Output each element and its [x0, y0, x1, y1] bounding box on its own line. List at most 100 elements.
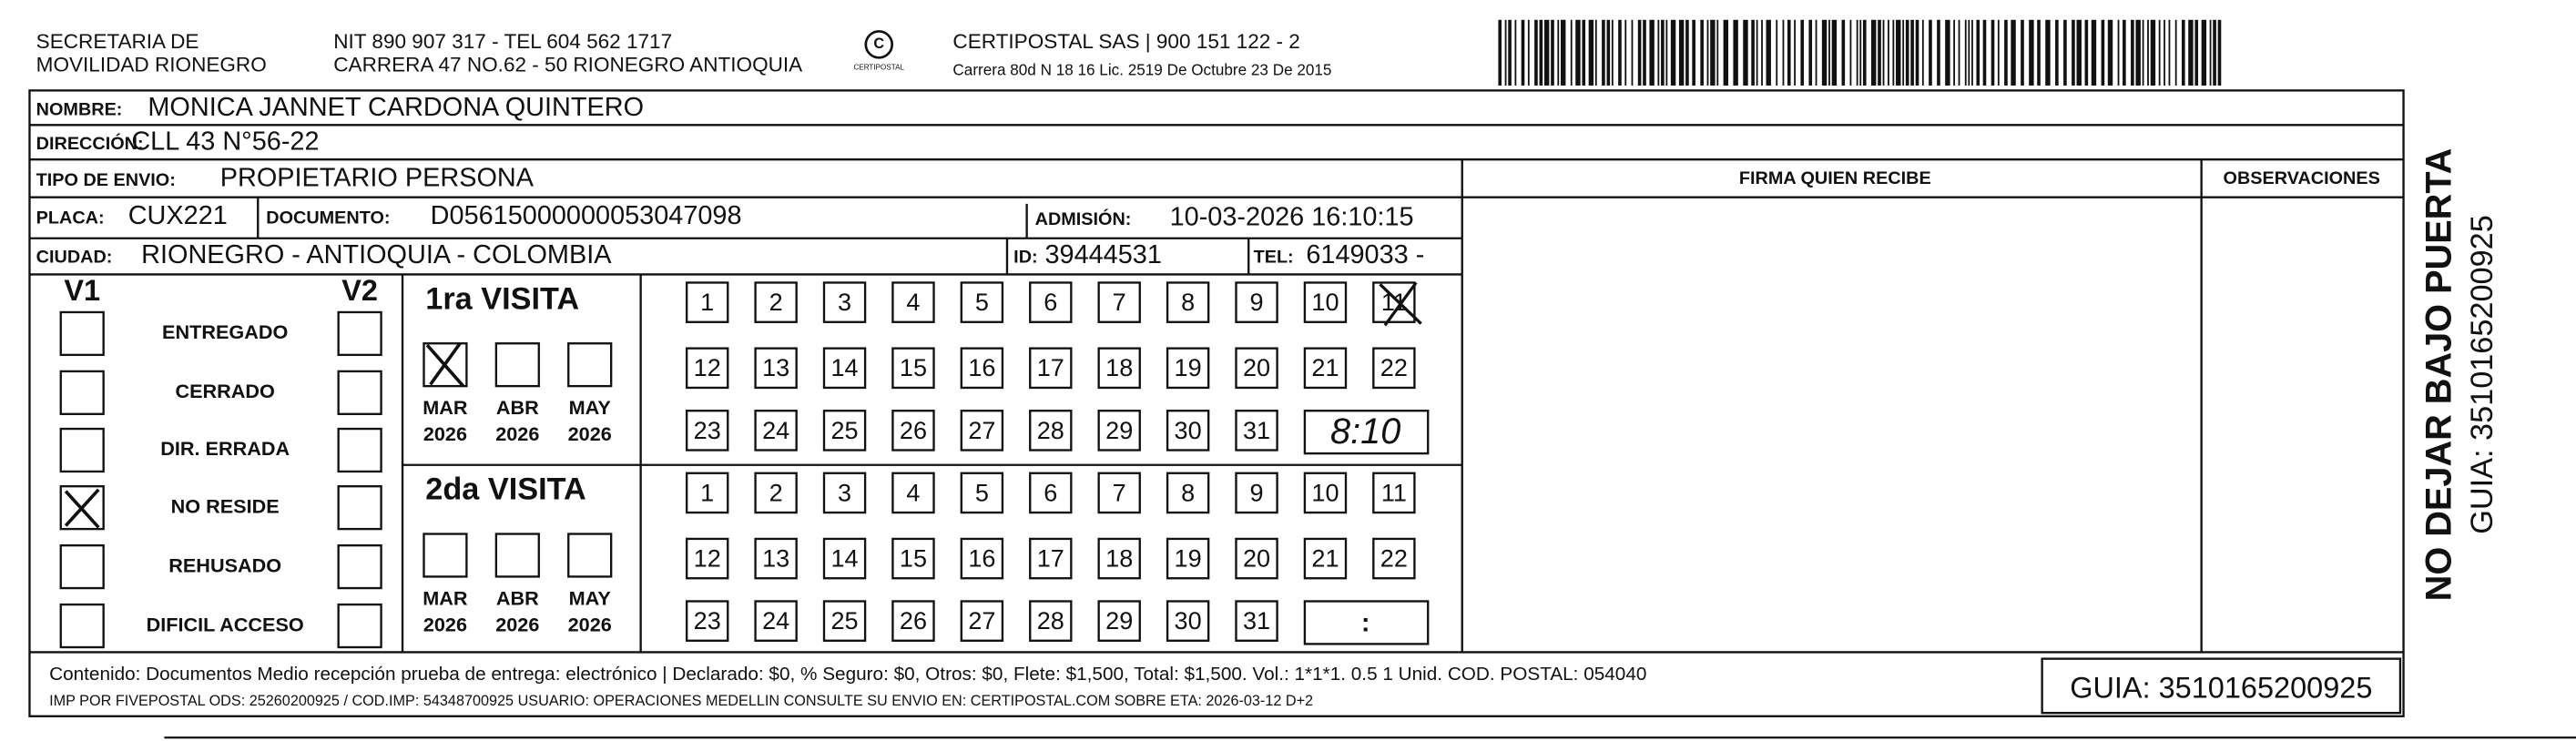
day-number: 22	[1380, 545, 1408, 573]
barcode-bar	[1896, 19, 1901, 86]
field-value: 10-03-2026 16:10:15	[1170, 203, 1414, 232]
day-box	[685, 600, 729, 642]
barcode-bar	[1643, 19, 1646, 86]
day-box	[891, 600, 935, 642]
day-number: 12	[694, 354, 721, 381]
barcode-bar	[2011, 19, 2016, 86]
barcode-bar	[2101, 19, 2105, 86]
day-box	[960, 410, 1004, 452]
v2-checkbox	[337, 427, 382, 473]
day-number: 5	[975, 479, 989, 506]
field-value: MONICA JANNET CARDONA QUINTERO	[148, 93, 644, 122]
day-number: 26	[900, 417, 927, 444]
day-box	[1097, 410, 1141, 452]
v2-checkbox	[337, 603, 382, 649]
day-number: 1	[700, 479, 714, 506]
barcode-bar	[1794, 19, 1797, 86]
day-box	[1097, 281, 1141, 323]
day-number: 28	[1037, 607, 1064, 634]
barcode-bar	[2194, 19, 2199, 86]
barcode-bar	[1661, 19, 1665, 86]
barcode-bar	[1543, 19, 1550, 86]
barcode-bar	[1514, 19, 1517, 86]
v1-checkbox	[59, 370, 105, 415]
barcode-bar	[2091, 19, 2097, 86]
barcode-bar	[1751, 19, 1755, 86]
day-number: 18	[1105, 354, 1133, 381]
day-number: 7	[1113, 479, 1126, 506]
barcode-bar	[1611, 19, 1614, 86]
frame	[28, 89, 2576, 739]
status-label: ENTREGADO	[162, 320, 288, 343]
day-number: 29	[1105, 607, 1133, 634]
issuer-line: MOVILIDAD RIONEGRO	[36, 53, 267, 76]
barcode-bar	[1551, 19, 1554, 86]
day-box	[960, 347, 1004, 390]
barcode-bar	[1856, 19, 1858, 86]
day-box	[1029, 410, 1073, 452]
barcode-bar	[1971, 19, 1973, 86]
day-box	[754, 600, 798, 642]
field-value: CLL 43 N°56-22	[131, 127, 319, 157]
barcode-bar	[1964, 19, 1967, 86]
barcode-bar	[1670, 19, 1676, 86]
v1-checkbox	[59, 485, 105, 531]
logo-text: CERTIPOSTAL	[853, 63, 904, 71]
day-number: 23	[694, 607, 721, 634]
day-box	[1166, 281, 1210, 323]
barcode-bar	[1756, 19, 1758, 86]
barcode-bar	[1937, 19, 1940, 86]
day-number: 29	[1105, 417, 1133, 444]
signature-header: FIRMA QUIEN RECIBE	[1739, 168, 1931, 188]
barcode-bar	[2158, 19, 2161, 86]
day-box	[754, 537, 798, 580]
day-box	[1097, 537, 1141, 580]
barcode-bar	[1710, 19, 1716, 86]
barcode-bar	[2037, 19, 2041, 86]
year-label: 2026	[495, 422, 539, 445]
barcode-bar	[1618, 19, 1622, 86]
day-number: 12	[694, 545, 721, 573]
year-label: 2026	[568, 422, 612, 445]
barcode-bar	[1716, 19, 1719, 86]
day-number: 19	[1175, 545, 1202, 573]
time-box	[1303, 410, 1430, 455]
barcode-bar	[1657, 19, 1660, 86]
month-label: MAY	[569, 396, 612, 419]
day-box	[754, 347, 798, 390]
barcode-bar	[2063, 19, 2067, 86]
barcode-bar	[1945, 19, 1950, 86]
barcode-bar	[1776, 19, 1778, 86]
day-number: 1	[700, 289, 714, 316]
day-box	[1235, 347, 1278, 390]
day-number: 5	[975, 289, 989, 316]
day-number: 26	[900, 607, 927, 634]
barcode-bar	[2021, 19, 2024, 86]
day-number: 8	[1181, 479, 1195, 506]
month-label: MAR	[423, 586, 468, 609]
day-number: 14	[830, 354, 858, 381]
barcode-bar	[1631, 19, 1634, 86]
barcode-bar	[1888, 19, 1889, 86]
barcode-bar	[1685, 19, 1689, 86]
barcode-bar	[1991, 19, 1995, 86]
day-number: 17	[1037, 354, 1064, 381]
field-label: TEL:	[1254, 248, 1294, 268]
day-box	[1097, 600, 1141, 642]
time-box	[1303, 600, 1430, 645]
barcode-bar	[2188, 19, 2194, 86]
day-number: 18	[1105, 545, 1133, 573]
year-label: 2026	[423, 422, 467, 445]
day-box	[1029, 281, 1073, 323]
field-label: CIUDAD:	[36, 248, 113, 268]
barcode-bar	[1723, 19, 1729, 86]
day-box	[1372, 281, 1416, 323]
status-label: NO RESIDE	[171, 494, 280, 517]
day-number: 9	[1250, 479, 1264, 506]
notes-header: OBSERVACIONES	[2224, 168, 2380, 188]
barcode-bar	[1539, 19, 1543, 86]
barcode-bar	[1534, 19, 1538, 86]
day-box	[1029, 537, 1073, 580]
day-number: 9	[1250, 289, 1264, 316]
barcode-bar	[1815, 19, 1817, 86]
